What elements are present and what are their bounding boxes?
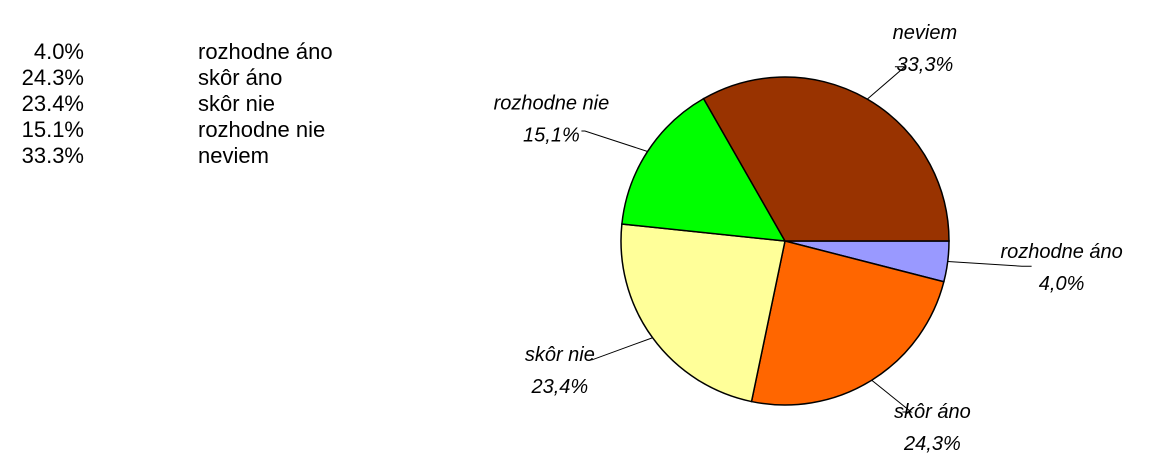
list-name: skôr áno — [198, 65, 282, 90]
pie-slice — [702, 76, 950, 242]
list-name: neviem — [198, 143, 269, 168]
slice-label: 23,4% — [530, 376, 588, 398]
pie-slice — [620, 223, 786, 403]
list-name: rozhodne nie — [198, 117, 325, 142]
slice-name: skôr nie — [525, 344, 595, 366]
slice-label: 24,3% — [903, 433, 961, 455]
leader-line — [589, 337, 653, 361]
slice-name: skôr áno — [894, 401, 971, 423]
slice-label: 15,1% — [523, 124, 580, 146]
leader-line — [866, 66, 907, 100]
list-name: skôr nie — [198, 91, 275, 116]
leader-line — [947, 261, 1032, 267]
slice-name: rozhodne áno — [1000, 241, 1122, 263]
list-value: 24.3% — [22, 65, 84, 90]
leader-line — [581, 130, 648, 152]
list-value: 15.1% — [22, 117, 84, 142]
slice-name: rozhodne nie — [494, 92, 610, 114]
slice-label: 4,0% — [1039, 273, 1085, 295]
list-name: rozhodne áno — [198, 39, 333, 64]
slice-name: neviem — [893, 22, 957, 44]
list-value: 33.3% — [22, 143, 84, 168]
pie-slice — [621, 97, 787, 242]
list-value: 23.4% — [22, 91, 84, 116]
list-value: 4.0% — [34, 39, 84, 64]
leader-line — [871, 379, 913, 413]
slice-label: 33,3% — [897, 54, 954, 76]
